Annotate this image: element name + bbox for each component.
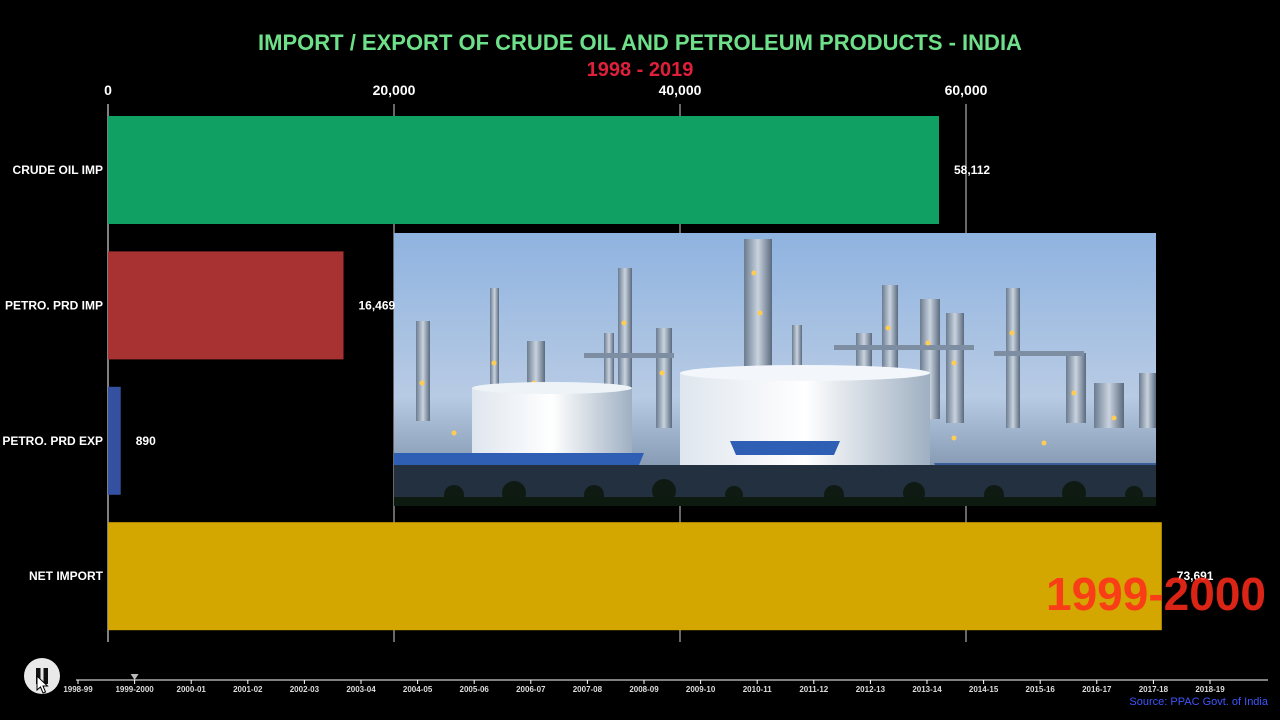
timeline-label[interactable]: 2011-12 <box>799 685 828 694</box>
timeline-label[interactable]: 2017-18 <box>1139 685 1169 694</box>
timeline-label[interactable]: 2005-06 <box>460 685 490 694</box>
bar-labels: CRUDE OIL IMP 58,112 PETRO. PRD IMP 16,469 P… <box>2 163 1213 583</box>
pause-icon <box>36 668 48 684</box>
timeline-label[interactable]: 2012-13 <box>856 685 886 694</box>
timeline-label[interactable]: 2008-09 <box>629 685 659 694</box>
x-axis-tick-labels: 0 20,000 40,000 60,000 <box>104 82 988 98</box>
timeline-label[interactable]: 2010-11 <box>743 685 772 694</box>
timeline-label[interactable]: 1998-99 <box>63 685 93 694</box>
x-tick-label: 60,000 <box>945 82 988 98</box>
timeline-label[interactable]: 2006-07 <box>516 685 546 694</box>
timeline-label[interactable]: 2013-14 <box>912 685 942 694</box>
timeline-label[interactable]: 2001-02 <box>233 685 263 694</box>
timeline-label[interactable]: 2007-08 <box>573 685 603 694</box>
timeline-label[interactable]: 2002-03 <box>290 685 320 694</box>
x-tick-label: 0 <box>104 82 112 98</box>
timeline-label[interactable]: 2000-01 <box>177 685 207 694</box>
timeline-label[interactable]: 2003-04 <box>346 685 376 694</box>
timeline-label[interactable]: 2009-10 <box>686 685 716 694</box>
value-label: 16,469 <box>359 298 396 312</box>
chart-subtitle: 1998 - 2019 <box>587 59 694 81</box>
bar-petro-prd-imp <box>108 251 344 360</box>
value-label: 73,691 <box>1177 569 1214 583</box>
value-label: 890 <box>136 434 156 448</box>
refinery-photo <box>394 233 1156 506</box>
timeline-label[interactable]: 2014-15 <box>969 685 999 694</box>
timeline-label[interactable]: 2015-16 <box>1026 685 1056 694</box>
category-label: CRUDE OIL IMP <box>13 163 103 177</box>
value-label: 58,112 <box>954 163 990 177</box>
category-label: NET IMPORT <box>29 569 104 583</box>
source-note: Source: PPAC Govt. of India <box>1129 696 1268 708</box>
bar-crude-oil-imp <box>108 116 940 224</box>
x-tick-label: 20,000 <box>373 82 416 98</box>
timeline-label[interactable]: 2018-19 <box>1195 685 1225 694</box>
x-tick-label: 40,000 <box>659 82 702 98</box>
bar-petro-prd-exp <box>108 386 121 495</box>
play-pause-button[interactable] <box>24 658 60 694</box>
bar-net-import <box>108 522 1162 631</box>
timeline-handle[interactable] <box>130 674 139 680</box>
period-label: 1999-2000 <box>1046 568 1266 620</box>
timeline-label[interactable]: 2016-17 <box>1082 685 1112 694</box>
category-label: PETRO. PRD IMP <box>5 298 103 312</box>
bars <box>108 116 1162 631</box>
timeline-label[interactable]: 1999-2000 <box>115 685 154 694</box>
timeline-label[interactable]: 2004-05 <box>403 685 433 694</box>
timeline: 1998-99 1999-2000 2000-01 2001-02 2002-03 200… <box>63 674 1268 694</box>
category-label: PETRO. PRD EXP <box>2 434 103 448</box>
mouse-cursor-icon <box>36 674 49 694</box>
chart-title: IMPORT / EXPORT OF CRUDE OIL AND PETROLE… <box>258 30 1022 55</box>
